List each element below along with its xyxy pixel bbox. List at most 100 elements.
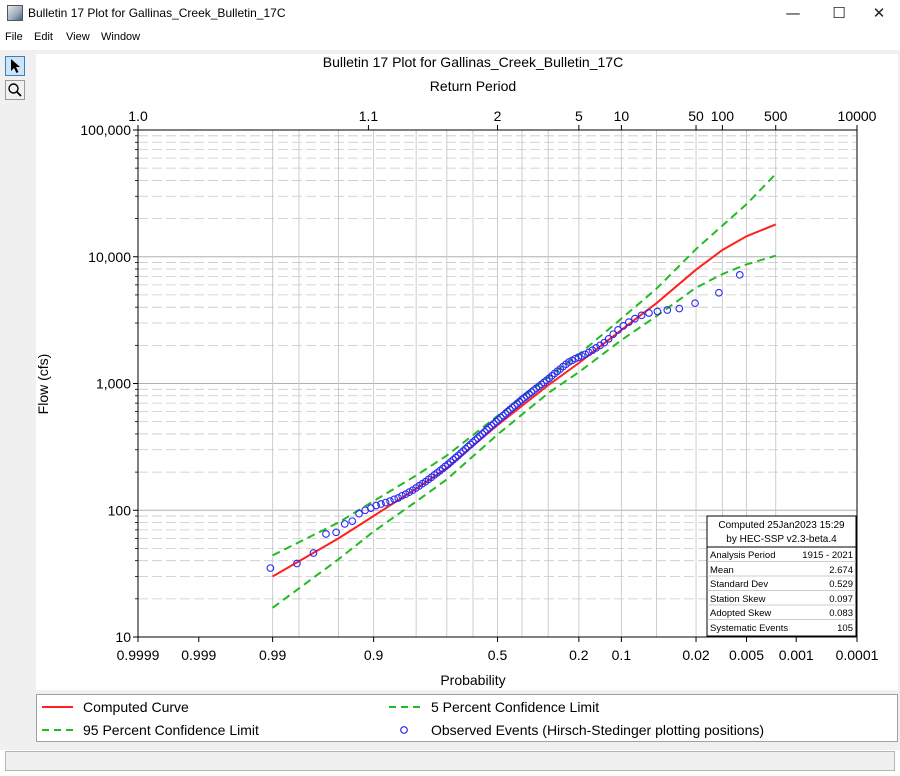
maximize-button[interactable]: ☐: [832, 4, 846, 22]
observed-event-point: [645, 309, 653, 317]
observed-event-point: [390, 495, 399, 504]
observed-event-point: [625, 318, 633, 326]
observed-event-point: [494, 415, 503, 424]
minimize-button[interactable]: —: [785, 4, 801, 22]
upper-confidence-line: [272, 173, 777, 557]
axis-labels: 0.9999 0.999 0.99 0.9 0.5 0.2 0.1 0.02 0.005 0.00…: [80, 108, 878, 663]
observed-event-point: [525, 390, 533, 398]
observed-event-point: [464, 442, 472, 451]
observed-event-point: [522, 392, 531, 400]
x-tick-label: 0.0001: [836, 647, 879, 663]
x-axis-title: Probability: [440, 672, 505, 688]
stats-value: 105: [837, 623, 853, 634]
x-tick-label: 0.9999: [117, 647, 160, 663]
stats-label: Adopted Skew: [710, 608, 771, 619]
y-tick-label: 1,000: [96, 376, 131, 392]
zoom-tool-button[interactable]: [5, 80, 25, 100]
observed-event-point: [483, 425, 491, 434]
menu-edit[interactable]: Edit: [34, 31, 53, 43]
top-tick-label: 5: [575, 108, 583, 124]
observed-event-point: [604, 335, 613, 343]
stats-value: 2.674: [829, 565, 853, 576]
observed-event-point: [510, 401, 519, 410]
observed-event-point: [517, 395, 526, 404]
legend-label-observed: Observed Events (Hirsch-Stedinger plotti…: [431, 722, 764, 738]
observed-event-point: [535, 382, 543, 391]
x-tick-label: 0.005: [729, 647, 764, 663]
chart-panel: Bulletin 17 Plot for Gallinas_Creek_Bull…: [35, 54, 898, 690]
observed-event-point: [506, 405, 514, 414]
status-bar: [5, 751, 895, 771]
observed-event-point: [653, 307, 662, 316]
observed-event-point: [480, 428, 489, 436]
top-tick-label: 1.1: [359, 108, 379, 124]
stats-value: 0.097: [829, 594, 853, 605]
observed-event-point: [520, 394, 528, 402]
observed-event-point: [381, 498, 390, 507]
observed-event-point: [469, 438, 477, 447]
pointer-tool-button[interactable]: [5, 56, 25, 76]
menu-view[interactable]: View: [66, 31, 90, 43]
observed-event-point: [614, 326, 622, 334]
observed-event-point: [496, 413, 505, 422]
observed-event-point: [340, 520, 349, 528]
observed-event-point: [355, 509, 363, 518]
observed-event-point: [619, 321, 628, 330]
observed-event-point: [715, 288, 723, 297]
stats-label: Systematic Events: [710, 623, 788, 634]
observed-event-point: [609, 330, 618, 339]
legend: Computed Curve 95 Percent Confidence Lim…: [36, 694, 898, 742]
observed-event-point: [456, 449, 465, 458]
observed-event-point: [332, 528, 340, 537]
observed-event-point: [675, 304, 684, 313]
observed-event-point: [485, 423, 494, 432]
chart-title: Bulletin 17 Plot for Gallinas_Creek_Bull…: [323, 54, 623, 70]
menu-file[interactable]: File: [5, 31, 23, 43]
grid-lines: [138, 130, 857, 637]
observed-event-point: [735, 270, 744, 279]
x-tick-label: 0.1: [612, 647, 632, 663]
probability-plot: Bulletin 17 Plot for Gallinas_Creek_Bull…: [35, 54, 879, 688]
stats-label: Analysis Period: [710, 550, 775, 561]
stats-label: Mean: [710, 565, 734, 576]
legend-label-95-percent: 95 Percent Confidence Limit: [83, 722, 259, 738]
observed-event-point: [600, 338, 609, 347]
legend-svg: Computed Curve 95 Percent Confidence Lim…: [42, 699, 764, 738]
observed-event-point: [444, 460, 452, 469]
observed-event-point: [691, 299, 699, 308]
observed-event-point: [454, 451, 463, 460]
window-titlebar: Bulletin 17 Plot for Gallinas_Creek_Bull…: [0, 0, 900, 28]
window-title: Bulletin 17 Plot for Gallinas_Creek_Bull…: [28, 6, 286, 20]
observed-event-point: [466, 440, 475, 449]
observed-event-point: [386, 497, 394, 505]
observed-event-point: [508, 403, 517, 412]
observed-event-point: [487, 421, 496, 430]
observed-event-point: [476, 432, 484, 440]
observed-event-point: [377, 500, 385, 508]
x-tick-label: 0.999: [181, 647, 216, 663]
close-button[interactable]: ✕: [872, 4, 886, 22]
observed-event-point: [663, 306, 672, 314]
x-tick-label: 0.02: [682, 647, 709, 663]
stats-header-version: by HEC-SSP v2.3-beta.4: [726, 534, 837, 545]
legend-swatch-observed: [400, 726, 408, 734]
computed-curve-line: [272, 223, 777, 578]
menu-window[interactable]: Window: [101, 31, 141, 43]
top-tick-label: 2: [494, 108, 502, 124]
observed-event-point: [592, 344, 601, 352]
y-axis-title: Flow (cfs): [36, 354, 51, 415]
observed-event-point: [459, 447, 468, 455]
legend-label-computed: Computed Curve: [83, 699, 189, 715]
top-tick-label: 1.0: [128, 108, 148, 124]
y-tick-label: 100: [108, 502, 132, 518]
observed-event-point: [530, 386, 538, 395]
observed-event-point: [293, 559, 301, 568]
top-tick-label: 500: [764, 108, 788, 124]
observed-event-point: [322, 530, 330, 538]
x-tick-label: 0.5: [488, 647, 508, 663]
observed-event-point: [637, 311, 646, 320]
lower-confidence-line: [272, 254, 776, 609]
observed-event-point: [309, 549, 318, 557]
observed-event-point: [527, 388, 536, 396]
stats-value: 0.529: [829, 579, 853, 590]
